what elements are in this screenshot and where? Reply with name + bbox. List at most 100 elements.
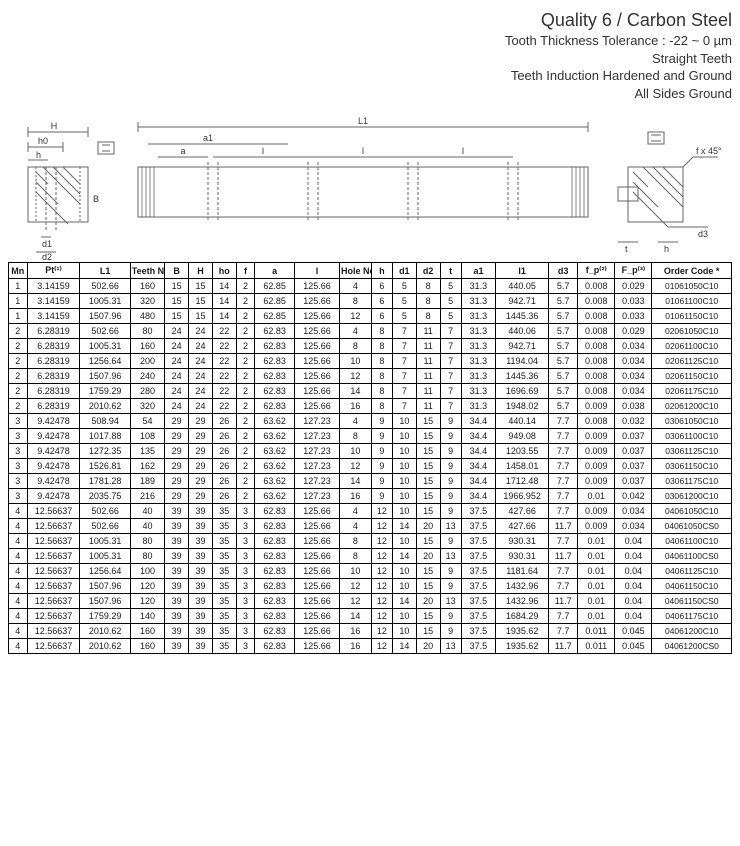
table-cell: 15 xyxy=(416,609,440,624)
table-row: 26.283191256.64200242422262.83125.661087… xyxy=(9,354,732,369)
table-cell: 7.7 xyxy=(549,429,578,444)
table-cell: 29 xyxy=(165,429,189,444)
table-cell: 7.7 xyxy=(549,474,578,489)
table-cell: 7 xyxy=(440,384,461,399)
table-cell: 10 xyxy=(392,489,416,504)
table-cell: 4 xyxy=(339,519,371,534)
table-cell: 0.034 xyxy=(615,369,652,384)
table-cell: 3 xyxy=(236,639,255,654)
table-cell: 0.034 xyxy=(615,519,652,534)
table-cell: 3 xyxy=(236,594,255,609)
table-cell: 04061150C10 xyxy=(652,579,732,594)
table-row: 412.566371005.3180393935362.83125.668121… xyxy=(9,549,732,564)
table-cell: 0.033 xyxy=(615,294,652,309)
table-cell: 135 xyxy=(130,444,164,459)
table-cell: 0.01 xyxy=(578,594,615,609)
table-cell: 10 xyxy=(392,534,416,549)
table-cell: 8 xyxy=(416,309,440,324)
table-cell: 6 xyxy=(371,294,392,309)
table-cell: 62.83 xyxy=(255,354,295,369)
header-line3: Teeth Induction Hardened and Ground xyxy=(8,67,732,85)
table-cell: 2 xyxy=(236,354,255,369)
table-cell: 0.008 xyxy=(578,309,615,324)
table-cell: 1194.04 xyxy=(496,354,549,369)
col-header: a xyxy=(255,263,295,279)
table-cell: 12.56637 xyxy=(27,639,80,654)
table-cell: 2 xyxy=(9,324,28,339)
table-cell: 11 xyxy=(416,354,440,369)
table-cell: 80 xyxy=(130,549,164,564)
table-cell: 12.56637 xyxy=(27,549,80,564)
table-cell: 31.3 xyxy=(461,399,495,414)
table-cell: 0.034 xyxy=(615,339,652,354)
table-cell: 2 xyxy=(9,369,28,384)
col-header: L1 xyxy=(80,263,130,279)
table-cell: 15 xyxy=(165,294,189,309)
table-cell: 5.7 xyxy=(549,324,578,339)
table-cell: 440.05 xyxy=(496,279,549,294)
table-cell: 127.23 xyxy=(294,474,339,489)
dim-h0: h0 xyxy=(38,136,48,146)
dim-l-2: l xyxy=(362,146,364,156)
table-cell: 24 xyxy=(189,324,213,339)
table-cell: 2 xyxy=(236,324,255,339)
table-row: 412.56637502.6640393935362.83125.6641210… xyxy=(9,504,732,519)
table-cell: 4 xyxy=(9,594,28,609)
col-header: h xyxy=(371,263,392,279)
table-cell: 39 xyxy=(165,579,189,594)
table-cell: 1005.31 xyxy=(80,294,130,309)
table-cell: 39 xyxy=(165,609,189,624)
table-cell: 1 xyxy=(9,279,28,294)
col-header: Pt⁽¹⁾ xyxy=(27,263,80,279)
col-header: l1 xyxy=(496,263,549,279)
table-cell: 2 xyxy=(236,444,255,459)
table-cell: 9.42478 xyxy=(27,489,80,504)
table-cell: 12.56637 xyxy=(27,504,80,519)
table-cell: 1948.02 xyxy=(496,399,549,414)
col-header: H xyxy=(189,263,213,279)
table-cell: 15 xyxy=(416,459,440,474)
table-cell: 26 xyxy=(212,459,236,474)
table-cell: 1256.64 xyxy=(80,354,130,369)
table-cell: 02061125C10 xyxy=(652,354,732,369)
table-cell: 320 xyxy=(130,294,164,309)
dim-d3: d3 xyxy=(698,229,708,239)
table-cell: 37.5 xyxy=(461,594,495,609)
table-cell: 12 xyxy=(339,369,371,384)
table-cell: 54 xyxy=(130,414,164,429)
table-cell: 508.94 xyxy=(80,414,130,429)
table-cell: 5 xyxy=(392,279,416,294)
table-cell: 162 xyxy=(130,459,164,474)
table-cell: 502.66 xyxy=(80,504,130,519)
table-cell: 1445.36 xyxy=(496,309,549,324)
table-cell: 9.42478 xyxy=(27,459,80,474)
table-cell: 80 xyxy=(130,324,164,339)
table-cell: 2 xyxy=(236,429,255,444)
table-cell: 9 xyxy=(440,414,461,429)
diagram-left-section: H h0 h d1 d2 B xyxy=(28,121,114,262)
table-cell: 5.7 xyxy=(549,294,578,309)
header-line2: Straight Teeth xyxy=(8,50,732,68)
col-header: f_p⁽²⁾ xyxy=(578,263,615,279)
table-cell: 10 xyxy=(392,459,416,474)
table-cell: 9 xyxy=(440,459,461,474)
table-cell: 160 xyxy=(130,339,164,354)
dim-a1: a1 xyxy=(203,133,213,143)
table-row: 26.283192010.62320242422262.83125.661687… xyxy=(9,399,732,414)
table-cell: 0.04 xyxy=(615,549,652,564)
table-cell: 62.83 xyxy=(255,339,295,354)
table-cell: 14 xyxy=(392,549,416,564)
table-cell: 8 xyxy=(339,429,371,444)
table-cell: 31.3 xyxy=(461,309,495,324)
table-cell: 200 xyxy=(130,354,164,369)
table-cell: 34.4 xyxy=(461,489,495,504)
table-row: 26.283191005.31160242422262.83125.668871… xyxy=(9,339,732,354)
table-cell: 7.7 xyxy=(549,504,578,519)
table-cell: 26 xyxy=(212,429,236,444)
table-cell: 39 xyxy=(189,549,213,564)
table-cell: 930.31 xyxy=(496,534,549,549)
table-cell: 1781.28 xyxy=(80,474,130,489)
table-cell: 35 xyxy=(212,579,236,594)
table-cell: 127.23 xyxy=(294,459,339,474)
table-cell: 10 xyxy=(339,354,371,369)
